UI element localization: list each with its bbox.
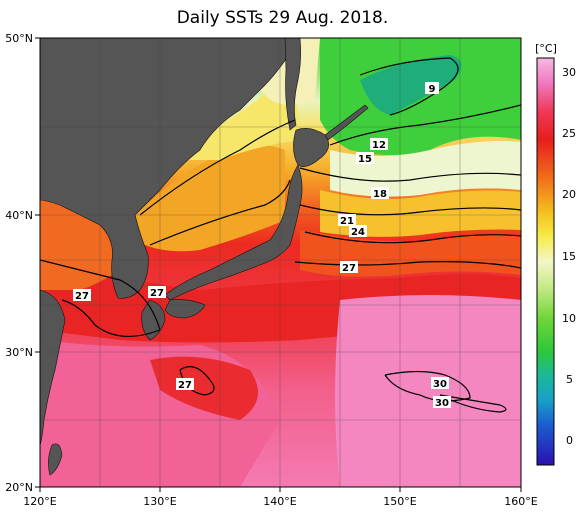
colorbar-tick: 5: [566, 373, 573, 386]
x-tick-label: 160°E: [504, 495, 537, 508]
y-tick-label: 30°N: [5, 346, 33, 359]
contour-label-30: 30: [433, 396, 451, 409]
y-tick-label: 20°N: [5, 481, 33, 494]
y-tick-label: 40°N: [5, 209, 33, 222]
contour-label-30: 30: [431, 377, 449, 390]
contour-label-27: 27: [340, 261, 358, 274]
x-tick-label: 120°E: [23, 495, 56, 508]
colorbar-tick: 10: [562, 312, 576, 325]
contour-label-27: 27: [148, 286, 166, 299]
svg-text:9: 9: [429, 84, 436, 95]
x-tick-label: 140°E: [263, 495, 296, 508]
svg-text:27: 27: [150, 288, 164, 299]
svg-text:21: 21: [340, 216, 354, 227]
colorbar-unit: [°C]: [535, 42, 557, 55]
svg-text:15: 15: [358, 154, 372, 165]
contour-label-27: 27: [73, 289, 91, 302]
x-tick-label: 130°E: [143, 495, 176, 508]
svg-text:30: 30: [435, 398, 449, 409]
graticule: [40, 38, 521, 487]
contour-label-27: 27: [176, 378, 194, 391]
colorbar: [°C] 30 25 20 15 10 5 0: [535, 42, 576, 466]
contour-label-12: 12: [370, 138, 388, 151]
map-title: Daily SSTs 29 Aug. 2018.: [176, 8, 389, 28]
svg-text:30: 30: [433, 379, 447, 390]
isotherm-contours: [40, 57, 521, 413]
contour-label-9: 9: [425, 82, 439, 95]
colorbar-tick: 20: [562, 188, 576, 201]
axis-ticks: [35, 37, 522, 492]
svg-text:12: 12: [372, 140, 386, 151]
svg-text:27: 27: [75, 291, 89, 302]
colorbar-tick: 0: [566, 434, 573, 447]
svg-text:27: 27: [342, 263, 356, 274]
colorbar-tick: 15: [562, 250, 576, 263]
colorbar-tick: 25: [562, 127, 576, 140]
contour-label-21: 21: [338, 214, 356, 227]
x-tick-label: 150°E: [383, 495, 416, 508]
svg-text:18: 18: [373, 189, 387, 200]
contour-label-15: 15: [356, 152, 374, 165]
colorbar-scale: [536, 57, 555, 466]
y-tick-label: 50°N: [5, 32, 33, 45]
contour-value-labels: 9 12 15 18 21 24 27 27 27 27 27 30 30: [73, 82, 451, 409]
svg-text:27: 27: [178, 380, 192, 391]
svg-text:24: 24: [351, 227, 365, 238]
contour-label-18: 18: [371, 187, 389, 200]
colorbar-tick: 30: [562, 66, 576, 79]
contour-label-24: 24: [349, 225, 367, 238]
